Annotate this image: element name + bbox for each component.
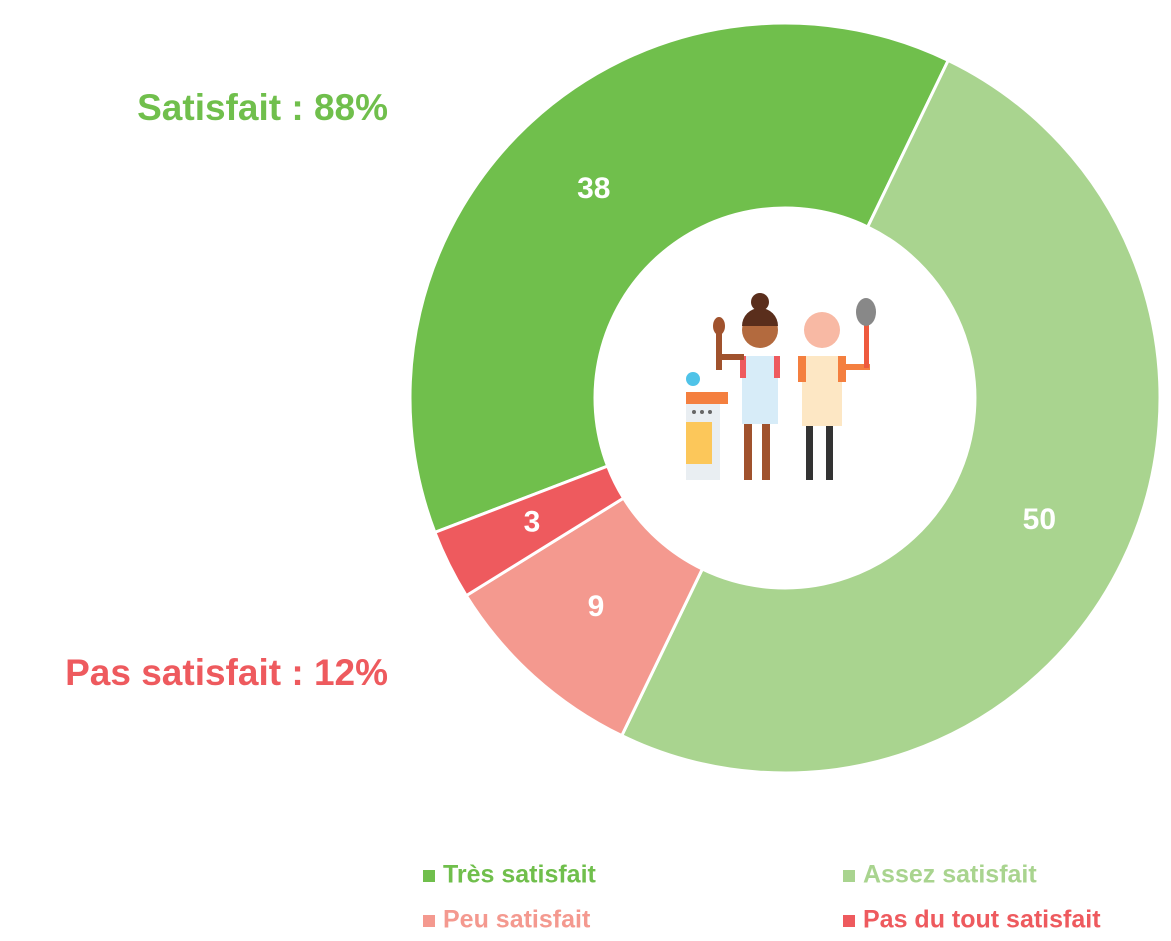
- donut-slice: [408, 21, 951, 535]
- legend-label: Assez satisfait: [863, 861, 1037, 889]
- donut-slice: [432, 464, 626, 598]
- annotation: Pas satisfait : 12%: [65, 652, 388, 693]
- data-label: 50: [1023, 503, 1056, 536]
- data-label: 38: [577, 172, 610, 205]
- legend-swatch: [843, 915, 855, 927]
- legend-label: Pas du tout satisfait: [863, 906, 1101, 934]
- legend-swatch: [843, 870, 855, 882]
- data-label: 3: [524, 506, 541, 539]
- donut-slice: [619, 58, 1162, 775]
- annotation: Satisfait : 88%: [137, 87, 388, 128]
- data-label: 9: [588, 590, 605, 623]
- legend-label: Peu satisfait: [443, 906, 591, 934]
- legend-swatch: [423, 915, 435, 927]
- legend-label: Très satisfait: [443, 861, 597, 889]
- center-icon: [686, 293, 876, 480]
- legend-swatch: [423, 870, 435, 882]
